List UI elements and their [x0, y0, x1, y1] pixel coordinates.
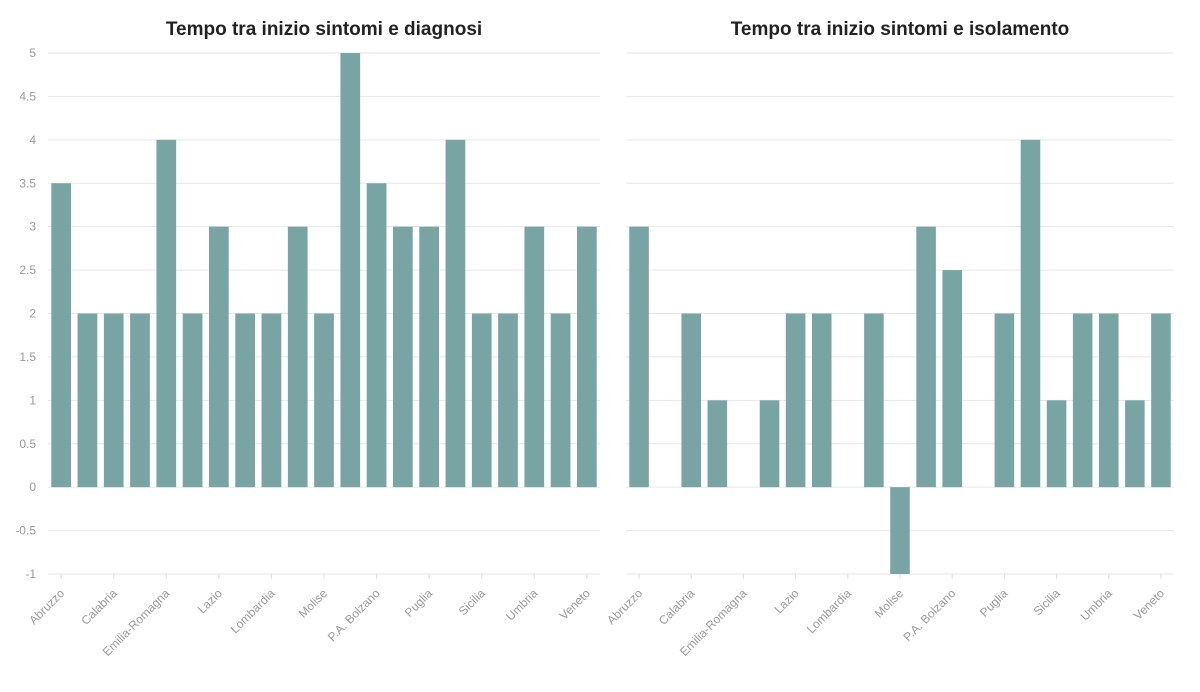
- chart2-x-tick-label-veneto: Veneto: [1131, 586, 1168, 623]
- chart2-bar-molise: [890, 487, 910, 574]
- chart2-bar-toscana: [1072, 313, 1093, 488]
- chart2-x-tick-label-p-a-bolzano: P.A. Bolzano: [900, 586, 958, 644]
- chart1-bar-abruzzo: [51, 183, 71, 488]
- chart1-bar-piemonte: [393, 226, 413, 488]
- chart1-y-tick-label: -0.5: [15, 524, 36, 538]
- chart1-x-tick-label-puglia: Puglia: [402, 586, 436, 620]
- chart1-y-tick-label: 5: [29, 46, 36, 60]
- chart2-x-tick-label-sicilia: Sicilia: [1031, 586, 1063, 618]
- chart1-bar-sardegna: [445, 139, 466, 488]
- chart1-bar-p-a-trento: [340, 53, 361, 488]
- chart1-bar-basilicata: [77, 313, 98, 488]
- chart1-bar-lombardia: [261, 313, 282, 488]
- chart2-title: Tempo tra inizio sintomi e isolamento: [731, 19, 1070, 40]
- chart2-x-tick-label-abruzzo: Abruzzo: [604, 586, 645, 627]
- chart1-x-tick-label-calabria: Calabria: [78, 586, 120, 628]
- chart1-y-tick-label: 2: [29, 307, 36, 321]
- chart2-bar-abruzzo: [629, 226, 649, 488]
- chart1-title: Tempo tra inizio sintomi e diagnosi: [166, 19, 482, 40]
- chart1-y-tick-label: 0: [29, 480, 36, 494]
- chart1-x-tick-label-umbria: Umbria: [503, 586, 540, 623]
- chart2-bar-p-a-trento: [916, 226, 936, 488]
- chart1-x-tick-label-lombardia: Lombardia: [228, 586, 278, 636]
- chart1-bar-calabria: [103, 313, 124, 488]
- chart1-bar-liguria: [235, 313, 255, 488]
- chart1-y-tick-label: 1.5: [19, 350, 36, 364]
- chart1-bar-emilia-romagna: [156, 139, 177, 488]
- chart1-bar-lazio: [209, 226, 229, 488]
- chart1-x-tick-label-lazio: Lazio: [195, 586, 225, 616]
- chart1-x-tick-label-abruzzo: Abruzzo: [26, 586, 67, 627]
- chart2-bar-sicilia: [1046, 400, 1067, 488]
- chart1-bar-toscana: [498, 313, 518, 488]
- chart1-y-tick-label: 0.5: [19, 437, 36, 451]
- chart2-bar-p-a-bolzano: [942, 270, 962, 488]
- chart1-bar-friuli-venezia-giulia: [182, 313, 203, 488]
- chart1-x-tick-label-molise: Molise: [296, 586, 331, 621]
- chart1-bar-campania: [130, 313, 150, 488]
- chart2-bar-calabria: [681, 313, 702, 488]
- chart2-x-tick-label-molise: Molise: [872, 586, 907, 621]
- chart1-x-tick-label-p-a-bolzano: P.A. Bolzano: [325, 586, 383, 644]
- chart1-bar-marche: [287, 226, 308, 488]
- chart2-bar-lazio: [785, 313, 806, 488]
- chart2-bar-umbria: [1098, 313, 1119, 488]
- chart2-bar-sardegna: [1020, 139, 1041, 488]
- chart2-x-tick-label-calabria: Calabria: [656, 586, 698, 628]
- chart2-bar-valle-d-aosta: [1125, 400, 1145, 488]
- chart1-y-tick-label: 4: [29, 133, 36, 147]
- chart2-x-tick-label-umbria: Umbria: [1078, 586, 1115, 623]
- chart1-bar-puglia: [419, 226, 439, 488]
- chart2-bar-campania: [707, 400, 728, 488]
- chart1-bar-p-a-bolzano: [366, 183, 387, 488]
- chart2-x-tick-label-lombardia: Lombardia: [804, 586, 854, 636]
- chart1-bar-molise: [314, 313, 334, 488]
- chart2-bar-veneto: [1151, 313, 1171, 488]
- chart1-x-tick-label-veneto: Veneto: [557, 586, 594, 623]
- chart2-bar-liguria: [811, 313, 832, 488]
- chart2-bar-marche: [864, 313, 884, 488]
- chart1-y-tick-label: 3.5: [19, 176, 36, 190]
- chart2-bar-friuli-venezia-giulia: [759, 400, 780, 488]
- chart1-bar-valle-d-aosta: [550, 313, 571, 488]
- chart2-x-tick-label-puglia: Puglia: [977, 586, 1011, 620]
- chart1-bar-veneto: [577, 226, 597, 488]
- chart2-x-tick-label-lazio: Lazio: [772, 586, 802, 616]
- chart1-bar-umbria: [524, 226, 545, 488]
- chart1-x-tick-label-sicilia: Sicilia: [456, 586, 488, 618]
- chart2-bar-puglia: [994, 313, 1015, 488]
- chart1-y-tick-label: 2.5: [19, 263, 36, 277]
- chart1-bar-sicilia: [471, 313, 492, 488]
- chart1-y-tick-label: 3: [29, 220, 36, 234]
- chart1-y-tick-label: -1: [25, 567, 36, 581]
- chart1-y-tick-label: 4.5: [19, 89, 36, 103]
- chart1-y-tick-label: 1: [29, 393, 36, 407]
